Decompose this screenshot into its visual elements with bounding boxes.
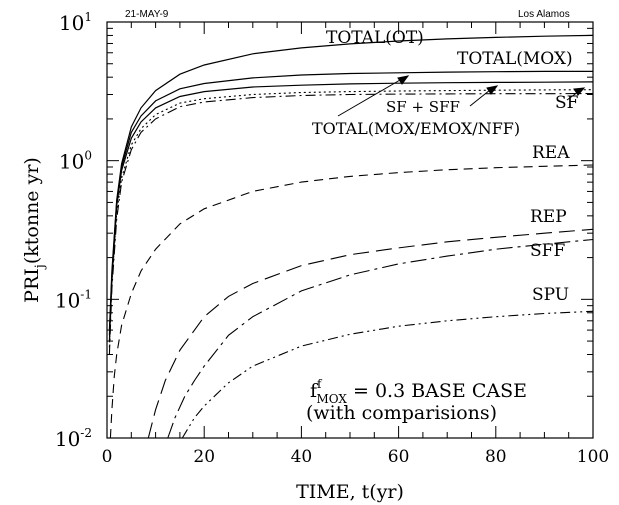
x-tick-label: 100 [577, 447, 609, 467]
chart-date: 21-MAY-9 [125, 9, 169, 20]
y-tick-label: 100 [59, 149, 92, 174]
label-sff: SFF [530, 241, 565, 261]
annotation-sub: MOX [317, 392, 348, 406]
series-line-spu [181, 310, 594, 439]
x-tick-labels: 0 20 40 60 80 100 [102, 447, 610, 467]
label-rep: REP [530, 207, 567, 227]
arrow-sf [566, 91, 579, 101]
label-total-ot: TOTAL(OT) [326, 28, 424, 48]
annotation-sup: f [317, 377, 323, 391]
arrowhead [573, 87, 586, 96]
label-rea: REA [532, 143, 570, 163]
x-tick-label: 40 [291, 447, 313, 467]
series-line-sff [167, 238, 594, 439]
x-axis-label: TIME, t(yr) [296, 481, 404, 503]
arrow-sf-sff [469, 89, 491, 107]
annotation-line2: (with comparisions) [306, 402, 497, 424]
y-axis-label: PRIj(ktonne yr) [21, 157, 48, 303]
y-tick-label: 10-2 [55, 426, 92, 451]
y-axis-label-main: PRI [21, 268, 43, 303]
arrowhead [397, 75, 410, 85]
label-total-mox: TOTAL(MOX) [457, 49, 573, 69]
arrow-total-mox-emox-nff [337, 79, 401, 117]
y-axis-label-sub: j [33, 264, 48, 270]
annotation-f: f [310, 380, 319, 402]
series-line-total-mox-emox-nff [108, 81, 594, 342]
y-tick-label: 101 [59, 10, 92, 35]
y-axis-label-tail: (ktonne yr) [21, 157, 43, 264]
label-total-mox-emox-nff: TOTAL(MOX/EMOX/NFF) [312, 119, 520, 138]
y-tick-labels: 101 100 10-1 10-2 [55, 10, 92, 451]
x-tick-label: 20 [193, 447, 215, 467]
x-tick-label: 80 [485, 447, 507, 467]
plot-curves [108, 34, 594, 439]
series-line-rep [147, 228, 594, 439]
label-spu: SPU [532, 285, 569, 305]
chart-site: Los Alamos [518, 9, 570, 20]
label-sf: SF [555, 93, 579, 113]
arrowhead [486, 85, 499, 95]
label-sf-sff: SF + SFF [386, 98, 460, 116]
series-line-total-ot [108, 34, 594, 331]
x-tick-label: 60 [388, 447, 410, 467]
x-tick-label: 0 [102, 447, 113, 467]
label-arrows [337, 75, 586, 117]
axis-ticks [106, 21, 594, 439]
annotation-rest: = 0.3 BASE CASE [347, 380, 527, 402]
series-line-sf-sff [108, 89, 594, 348]
series-line-rea [109, 164, 594, 439]
series-line-total-mox [108, 70, 593, 336]
series-line-sf [108, 92, 594, 355]
case-annotation: ff MOX = 0.3 BASE CASE (with comparisions… [306, 377, 527, 424]
y-tick-label: 10-1 [55, 287, 92, 312]
